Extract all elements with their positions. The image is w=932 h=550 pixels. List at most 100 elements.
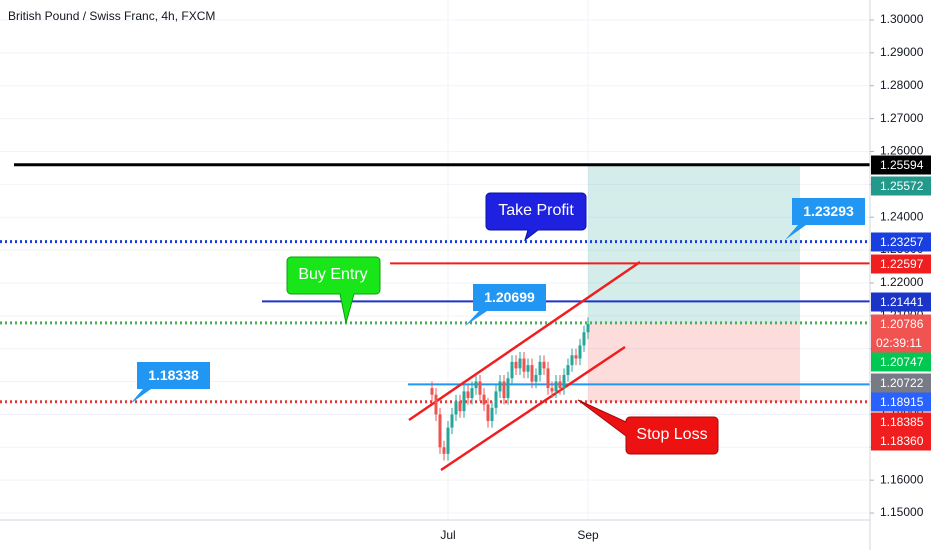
candle-body — [478, 381, 482, 395]
price-label-bg — [871, 431, 931, 451]
candle-body — [474, 381, 478, 389]
candle-body — [526, 365, 530, 372]
candle-body — [522, 358, 526, 372]
candle-body — [558, 381, 562, 389]
note-text: 1.18338 — [148, 367, 199, 383]
x-tick-label: Sep — [577, 528, 599, 542]
price-label-bg — [871, 352, 931, 372]
candle-body — [502, 381, 506, 398]
price-label-bg — [871, 232, 931, 252]
candle-body — [542, 361, 546, 369]
price-axis: 1.300001.290001.280001.270001.260001.250… — [870, 12, 931, 519]
callout-text: Buy Entry — [298, 266, 367, 283]
price-label: 1.22597 — [880, 257, 924, 271]
price-label-bg — [871, 176, 931, 196]
note-text: 1.23293 — [803, 203, 854, 219]
price-label-bg — [871, 373, 931, 393]
candle-body — [486, 404, 490, 421]
price-notes: 1.23293 1.20699 1.18338 — [130, 198, 865, 404]
channel-upper — [408, 260, 641, 422]
price-label-bg — [871, 412, 931, 432]
candle-body — [442, 447, 446, 454]
candle-body — [530, 365, 534, 382]
candle-body — [466, 391, 470, 398]
price-label: 1.18385 — [880, 415, 924, 429]
y-tick-label: 1.28000 — [880, 78, 924, 92]
y-tick-label: 1.27000 — [880, 111, 924, 125]
candle-body — [574, 355, 578, 359]
callout-box — [577, 399, 719, 455]
candle-body — [554, 381, 558, 392]
candle-body — [510, 361, 514, 379]
note-text: 1.20699 — [484, 289, 535, 305]
note-box — [785, 198, 865, 240]
price-label: 1.21441 — [880, 295, 924, 309]
price-axis-bg — [870, 0, 932, 550]
note-box — [130, 362, 210, 404]
candle-body — [570, 355, 574, 366]
candle-body — [482, 394, 486, 405]
candle-body — [438, 414, 442, 448]
candle-body — [498, 381, 502, 392]
candle-body — [514, 361, 518, 369]
price-label: 1.23257 — [880, 235, 924, 249]
callout-box — [286, 256, 381, 324]
take-profit-callout: Take Profit — [485, 192, 587, 242]
price-label: 1.25594 — [880, 158, 924, 172]
candle-body — [494, 391, 498, 408]
callout-text: Take Profit — [498, 202, 574, 219]
price-label-bg — [871, 314, 931, 334]
candle-body — [562, 374, 566, 389]
candle-body — [586, 324, 590, 333]
price-label-bg — [871, 254, 931, 274]
y-tick-label: 1.24000 — [880, 209, 924, 223]
y-tick-label: 1.29000 — [880, 45, 924, 59]
candle-body — [454, 401, 458, 415]
y-tick-label: 1.22000 — [880, 275, 924, 289]
callout-box — [485, 192, 587, 242]
countdown-bg — [871, 333, 931, 353]
x-tick-label: Jul — [440, 528, 455, 542]
candle-body — [506, 378, 510, 398]
price-label: 1.25572 — [880, 179, 924, 193]
countdown: 02:39:11 — [876, 336, 922, 350]
candle-body — [534, 374, 538, 382]
grid — [0, 0, 870, 520]
buy-entry-callout: Buy Entry — [286, 256, 381, 324]
candle-body — [430, 388, 434, 395]
callout-text: Stop Loss — [636, 426, 707, 443]
candle-body — [434, 394, 438, 415]
candle-body — [462, 391, 466, 412]
position-box — [588, 165, 800, 402]
candles — [430, 317, 590, 461]
channel-lower — [440, 345, 626, 472]
price-label: 1.18360 — [880, 434, 924, 448]
price-label-bg — [871, 155, 931, 175]
price-label: 1.20786 — [880, 317, 924, 331]
candle-body — [578, 345, 582, 359]
y-tick-label: 1.30000 — [880, 12, 924, 26]
candle-body — [446, 427, 450, 454]
candle-body — [538, 361, 542, 375]
price-label: 1.20722 — [880, 376, 924, 390]
stop-loss-callout: Stop Loss — [577, 399, 719, 455]
price-label-bg — [871, 292, 931, 312]
price-label: 1.18915 — [880, 395, 924, 409]
note-box — [465, 284, 546, 326]
chart-title: British Pound / Swiss Franc, 4h, FXCM — [8, 9, 215, 23]
price-label-bg — [871, 392, 931, 412]
candle-body — [470, 388, 474, 398]
candle-body — [458, 401, 462, 412]
candle-body — [582, 332, 586, 346]
candle-body — [490, 407, 494, 421]
y-tick-label: 1.16000 — [880, 472, 924, 486]
loss-zone — [588, 322, 800, 402]
price-label: 1.20747 — [880, 355, 924, 369]
y-tick-label: 1.26000 — [880, 144, 924, 158]
candle-body — [550, 388, 554, 392]
candle-body — [546, 368, 550, 389]
y-tick-label: 1.15000 — [880, 505, 924, 519]
candle-body — [518, 358, 522, 369]
